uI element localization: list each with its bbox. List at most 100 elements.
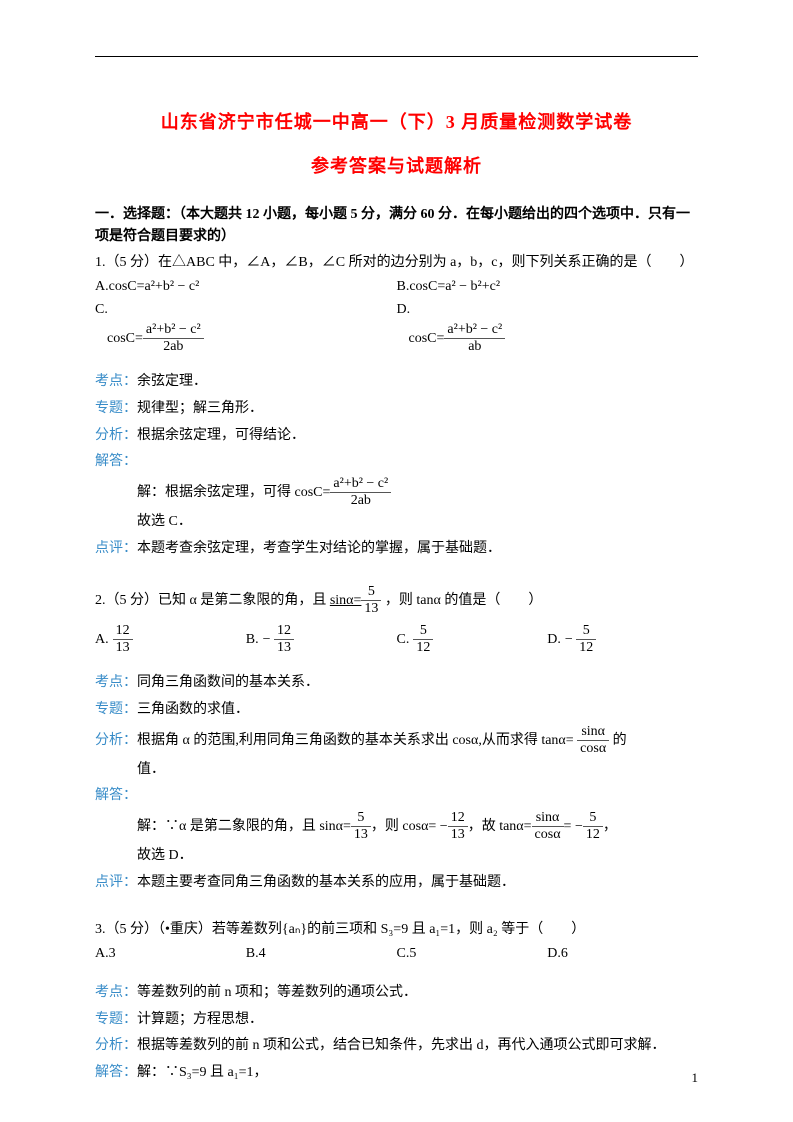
q1-jieda1-text: 解：根据余弦定理，可得 — [137, 485, 291, 500]
q2-optB-lab: B. — [246, 632, 259, 647]
numerator: 5 — [576, 623, 596, 640]
q2-jieda-line: 解：∵α 是第二象限的角，且 sinα=513，则 cosα= −1213，故 … — [95, 810, 698, 843]
label-zhuanti: 专题： — [95, 1012, 137, 1027]
q1-optB: B.cosC=a² − b²+c² — [397, 275, 699, 299]
label-fenxi: 分析： — [95, 428, 137, 443]
q3-fenxi: 分析：根据等差数列的前 n 项和公式，结合已知条件，先求出 d，再代入通项公式即… — [95, 1033, 698, 1060]
q3-jieda-text: 解：∵S₃=9 且 a₁=1， — [137, 1065, 268, 1080]
q1-optC: C. — [95, 298, 397, 322]
numerator: 5 — [361, 584, 381, 601]
numerator: sinα — [532, 810, 564, 827]
fraction: sinαcosα — [577, 724, 609, 757]
q2-jieda1: 解：∵α 是第二象限的角，且 sinα= — [137, 819, 351, 834]
q3-fenxi-text: 根据等差数列的前 n 项和公式，结合已知条件，先求出 d，再代入通项公式即可求解… — [137, 1038, 666, 1053]
q2-jieda-label: 解答： — [95, 783, 698, 810]
denominator: cosα — [577, 741, 609, 757]
q2-optD: D.− 512 — [547, 623, 698, 656]
q2-fenxi1: 根据角 α 的范围,利用同角三角函数的基本关系求出 cosα,从而求得 tanα… — [137, 732, 574, 747]
fraction: a²+b² − c²ab — [444, 322, 505, 355]
fraction: 513 — [361, 584, 381, 617]
fraction: 512 — [576, 623, 596, 656]
q2-jieda2: ，则 cosα= − — [371, 819, 448, 834]
section-heading: 一．选择题：（本大题共 12 小题，每小题 5 分，满分 60 分．在每小题给出… — [95, 204, 698, 249]
q1-fracC-prefix: cosC= — [107, 331, 143, 346]
label-dianping: 点评： — [95, 541, 137, 556]
denominator: 12 — [576, 640, 596, 656]
q2-zhuanti-text: 三角函数的求值． — [137, 702, 249, 717]
q2-stem2: ，则 tanα 的值是（ ） — [385, 593, 542, 608]
fraction: 1213 — [113, 623, 133, 656]
q2-zhuanti: 专题：三角函数的求值． — [95, 697, 698, 724]
denominator: 13 — [113, 640, 133, 656]
fraction: 513 — [351, 810, 371, 843]
q1-optA: A.cosC=a²+b² − c² — [95, 275, 397, 299]
q2-fenxi2: 的 — [613, 732, 627, 747]
q1-jieda2: 故选 C． — [95, 509, 698, 536]
q2-optA-lab: A. — [95, 632, 109, 647]
q2-kaodian: 考点：同角三角函数间的基本关系． — [95, 670, 698, 697]
q2-jieda5: ， — [603, 819, 617, 834]
fraction: 1213 — [448, 810, 468, 843]
q2-sin-prefix: sinα= — [330, 593, 362, 608]
denominator: 13 — [361, 601, 381, 617]
q1-fenxi-text: 根据余弦定理，可得结论． — [137, 428, 305, 443]
label-zhuanti: 专题： — [95, 702, 137, 717]
q1-jieda-label: 解答： — [95, 449, 698, 476]
numerator: sinα — [577, 724, 609, 741]
q2-stem1: 2.（5 分）已知 α 是第二象限的角，且 — [95, 593, 326, 608]
numerator: 5 — [351, 810, 371, 827]
q3-stem: 3.（5 分）（•重庆）若等差数列{aₙ}的前三项和 S₃=9 且 a₁=1，则… — [95, 918, 698, 942]
fraction: 1213 — [274, 623, 294, 656]
q1-jieda1: 解：根据余弦定理，可得 cosC=a²+b² − c²2ab — [95, 476, 698, 509]
q1-kaodian: 考点：余弦定理． — [95, 369, 698, 396]
denominator: 12 — [413, 640, 433, 656]
q1-fracD-prefix: cosC= — [409, 331, 445, 346]
label-zhuanti: 专题： — [95, 401, 137, 416]
q3-optC: C.5 — [397, 942, 548, 966]
q2-options: A.1213 B.− 1213 C.512 D.− 512 — [95, 623, 698, 656]
q2-optD-lab: D. — [547, 632, 561, 647]
q3-zhuanti: 专题：计算题；方程思想． — [95, 1007, 698, 1034]
label-fenxi: 分析： — [95, 1038, 137, 1053]
q2-optB: B.− 1213 — [246, 623, 397, 656]
q1-frac-row: cosC=a²+b² − c²2ab cosC=a²+b² − c²ab — [95, 322, 698, 355]
label-kaodian: 考点： — [95, 675, 137, 690]
q2-optC-lab: C. — [397, 632, 410, 647]
q3-optA: A.3 — [95, 942, 246, 966]
denominator: 13 — [448, 827, 468, 843]
q1-kaodian-text: 余弦定理． — [137, 374, 207, 389]
q2-jieda6: 故选 D． — [95, 843, 698, 870]
q1-zhuanti: 专题：规律型；解三角形． — [95, 396, 698, 423]
q3-kaodian-text: 等差数列的前 n 项和；等差数列的通项公式． — [137, 985, 417, 1000]
doc-title-1: 山东省济宁市任城一中高一（下）3 月质量检测数学试卷 — [95, 108, 698, 134]
neg-sign: − — [565, 632, 576, 647]
q2-dianping: 点评：本题主要考查同角三角函数的基本关系的应用，属于基础题． — [95, 870, 698, 897]
numerator: 5 — [583, 810, 603, 827]
label-fenxi: 分析： — [95, 732, 137, 747]
fraction: 512 — [583, 810, 603, 843]
denominator: 2ab — [330, 493, 391, 509]
q2-jieda3: ，故 tanα= — [468, 819, 532, 834]
numerator: 12 — [448, 810, 468, 827]
page: 山东省济宁市任城一中高一（下）3 月质量检测数学试卷 参考答案与试题解析 一．选… — [0, 0, 793, 1122]
fraction: a²+b² − c²2ab — [143, 322, 204, 355]
q1-fracC: cosC=a²+b² − c²2ab — [95, 322, 397, 355]
neg-sign: − — [263, 632, 274, 647]
denominator: 13 — [351, 827, 371, 843]
q3-optD: D.6 — [547, 942, 698, 966]
q1-stem: 1.（5 分）在△ABC 中，∠A，∠B，∠C 所对的边分别为 a，b，c，则下… — [95, 251, 698, 275]
q3-zhuanti-text: 计算题；方程思想． — [137, 1012, 263, 1027]
label-jieda: 解答： — [95, 788, 137, 803]
q1-jieda-frac-prefix: cosC= — [295, 485, 331, 500]
fraction: 512 — [413, 623, 433, 656]
numerator: a²+b² − c² — [330, 476, 391, 493]
q3-kaodian: 考点：等差数列的前 n 项和；等差数列的通项公式． — [95, 980, 698, 1007]
doc-title-2: 参考答案与试题解析 — [95, 152, 698, 178]
numerator: a²+b² − c² — [444, 322, 505, 339]
q1-fenxi: 分析：根据余弦定理，可得结论． — [95, 423, 698, 450]
q3-jieda: 解答：解：∵S₃=9 且 a₁=1， — [95, 1060, 698, 1087]
q1-options-row1: A.cosC=a²+b² − c² B.cosC=a² − b²+c² — [95, 275, 698, 299]
numerator: 12 — [113, 623, 133, 640]
denominator: ab — [444, 339, 505, 355]
label-kaodian: 考点： — [95, 985, 137, 1000]
